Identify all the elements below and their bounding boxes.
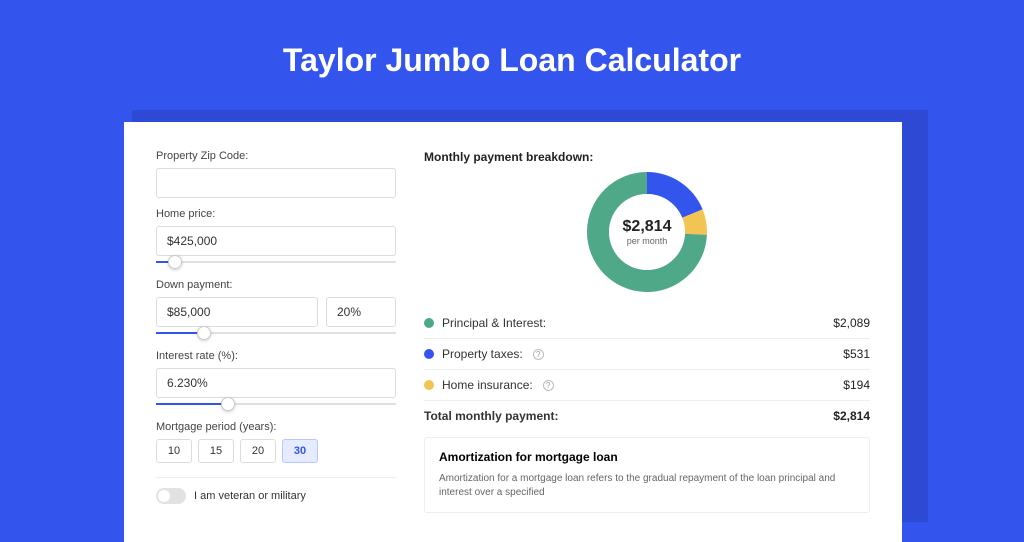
home-price-slider[interactable] bbox=[156, 255, 396, 269]
down-payment-pct-input[interactable] bbox=[326, 297, 396, 327]
breakdown-column: Monthly payment breakdown: $2,814 per mo… bbox=[424, 150, 870, 542]
veteran-label: I am veteran or military bbox=[194, 490, 306, 502]
legend-value: $194 bbox=[843, 378, 870, 392]
home-price-label: Home price: bbox=[156, 208, 396, 220]
interest-rate-group: Interest rate (%): bbox=[156, 350, 396, 411]
zip-label: Property Zip Code: bbox=[156, 150, 396, 162]
slider-knob[interactable] bbox=[221, 397, 235, 411]
zip-input[interactable] bbox=[156, 168, 396, 198]
info-icon[interactable]: ? bbox=[543, 380, 554, 391]
legend-label: Home insurance: bbox=[442, 378, 533, 392]
legend-value: $531 bbox=[843, 347, 870, 361]
down-payment-group: Down payment: bbox=[156, 279, 396, 340]
home-price-input[interactable] bbox=[156, 226, 396, 256]
payment-donut-chart: $2,814 per month bbox=[587, 172, 707, 292]
period-option-20[interactable]: 20 bbox=[240, 439, 276, 463]
down-payment-slider[interactable] bbox=[156, 326, 396, 340]
down-payment-label: Down payment: bbox=[156, 279, 396, 291]
interest-rate-slider[interactable] bbox=[156, 397, 396, 411]
period-options: 10152030 bbox=[156, 439, 396, 463]
period-group: Mortgage period (years): 10152030 bbox=[156, 421, 396, 463]
legend-row: Home insurance:? $194 bbox=[424, 370, 870, 401]
veteran-row: I am veteran or military bbox=[156, 477, 396, 504]
amortization-title: Amortization for mortgage loan bbox=[439, 450, 855, 464]
calculator-card: Property Zip Code: Home price: Down paym… bbox=[124, 122, 902, 542]
breakdown-title: Monthly payment breakdown: bbox=[424, 150, 870, 164]
legend-value: $2,089 bbox=[833, 316, 870, 330]
home-price-group: Home price: bbox=[156, 208, 396, 269]
legend-row: Principal & Interest: $2,089 bbox=[424, 308, 870, 339]
total-row: Total monthly payment: $2,814 bbox=[424, 401, 870, 437]
veteran-toggle[interactable] bbox=[156, 488, 186, 504]
donut-sub: per month bbox=[627, 236, 668, 246]
info-icon[interactable]: ? bbox=[533, 349, 544, 360]
down-payment-amount-input[interactable] bbox=[156, 297, 318, 327]
interest-rate-label: Interest rate (%): bbox=[156, 350, 396, 362]
donut-center: $2,814 per month bbox=[609, 194, 685, 270]
period-option-15[interactable]: 15 bbox=[198, 439, 234, 463]
total-label: Total monthly payment: bbox=[424, 409, 558, 423]
amortization-text: Amortization for a mortgage loan refers … bbox=[439, 472, 855, 500]
donut-amount: $2,814 bbox=[623, 218, 672, 236]
legend-label: Property taxes: bbox=[442, 347, 523, 361]
form-column: Property Zip Code: Home price: Down paym… bbox=[156, 150, 396, 542]
legend-dot bbox=[424, 380, 434, 390]
interest-rate-input[interactable] bbox=[156, 368, 396, 398]
total-value: $2,814 bbox=[833, 409, 870, 423]
breakdown-legend: Principal & Interest: $2,089 Property taxe… bbox=[424, 308, 870, 401]
legend-label: Principal & Interest: bbox=[442, 316, 546, 330]
donut-wrap: $2,814 per month bbox=[424, 172, 870, 292]
legend-dot bbox=[424, 349, 434, 359]
period-label: Mortgage period (years): bbox=[156, 421, 396, 433]
zip-group: Property Zip Code: bbox=[156, 150, 396, 198]
period-option-30[interactable]: 30 bbox=[282, 439, 318, 463]
slider-knob[interactable] bbox=[168, 255, 182, 269]
page-title: Taylor Jumbo Loan Calculator bbox=[0, 0, 1024, 79]
slider-knob[interactable] bbox=[197, 326, 211, 340]
legend-row: Property taxes:? $531 bbox=[424, 339, 870, 370]
legend-dot bbox=[424, 318, 434, 328]
amortization-section: Amortization for mortgage loan Amortizat… bbox=[424, 437, 870, 513]
period-option-10[interactable]: 10 bbox=[156, 439, 192, 463]
